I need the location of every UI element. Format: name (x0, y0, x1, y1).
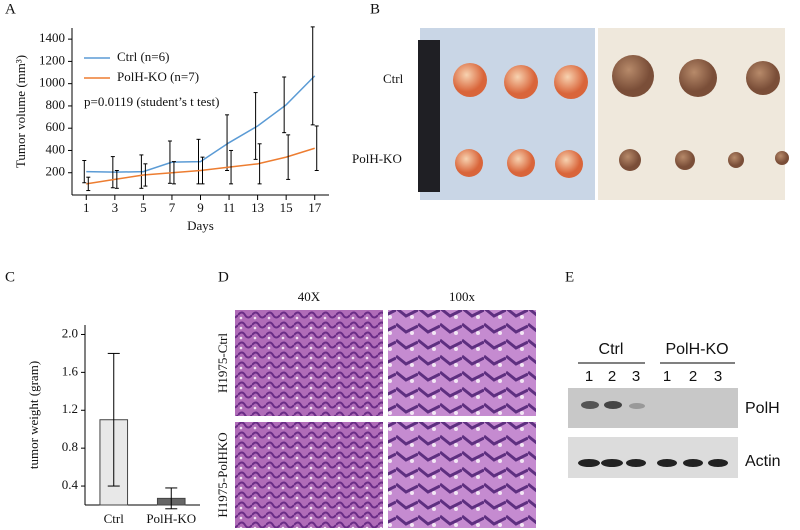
column-label: 40X (298, 289, 321, 304)
series-line (86, 75, 316, 173)
panel-letter: A (5, 1, 16, 17)
annotation: p=0.0119 (student’s t test) (84, 94, 219, 109)
band-label: PolH (745, 400, 780, 417)
tumor (675, 150, 695, 170)
tumor (619, 149, 641, 171)
y-tick-label: 800 (46, 97, 66, 112)
band (657, 459, 677, 467)
x-tick-label: 3 (112, 200, 119, 215)
tumor (554, 65, 588, 99)
micrograph (388, 422, 536, 528)
x-tick-label: PolH-KO (146, 511, 196, 526)
lane-label: 1 (585, 368, 593, 385)
tumor (507, 149, 535, 177)
y-tick-label: 400 (46, 141, 66, 156)
x-axis-label: Days (187, 218, 214, 233)
tumor (612, 55, 654, 97)
tumor (746, 61, 780, 95)
tumor (775, 151, 789, 165)
band (578, 459, 600, 467)
x-tick-label: 17 (308, 200, 322, 215)
row-label: PolH-KO (352, 151, 402, 166)
band (708, 459, 728, 467)
column-label: 100x (449, 289, 476, 304)
x-tick-label: 9 (197, 200, 204, 215)
micrograph (235, 422, 383, 528)
band (626, 459, 646, 467)
tumor (453, 63, 487, 97)
x-tick-label: 15 (280, 200, 293, 215)
panel-letter: C (5, 269, 15, 285)
y-tick-label: 0.4 (62, 477, 79, 492)
tumor (504, 65, 538, 99)
y-tick-label: 2.0 (62, 325, 78, 340)
tumor (679, 59, 717, 97)
row-label: H1975-PolHKO (215, 432, 230, 517)
legend-label: PolH-KO (n=7) (117, 69, 199, 84)
y-tick-label: 1.2 (62, 401, 78, 416)
blot (568, 437, 738, 478)
tumor (555, 150, 583, 178)
micrograph (235, 310, 383, 416)
micrograph (388, 310, 536, 416)
lane-label: 3 (714, 368, 722, 385)
x-tick-label: 13 (251, 200, 264, 215)
lane-label: 2 (608, 368, 616, 385)
y-tick-label: 1.6 (62, 363, 79, 378)
blot (568, 388, 738, 428)
row-label: H1975-Ctrl (215, 333, 230, 393)
y-tick-label: 1000 (39, 75, 65, 90)
x-tick-label: 1 (83, 200, 90, 215)
y-tick-label: 200 (46, 164, 66, 179)
panel-letter: B (370, 1, 380, 17)
ruler (418, 40, 440, 192)
group-label: Ctrl (599, 341, 624, 358)
y-tick-label: 600 (46, 119, 66, 134)
x-tick-label: 11 (223, 200, 236, 215)
panel-letter: D (218, 269, 229, 285)
lane-label: 1 (663, 368, 671, 385)
tumor (728, 152, 744, 168)
y-axis-label: Tumor volume (mm³) (13, 55, 28, 168)
y-axis-label: tumor weight (gram) (26, 361, 41, 469)
band (601, 459, 623, 467)
y-tick-label: 1400 (39, 30, 65, 45)
group-label: PolH-KO (665, 341, 728, 358)
band-label: Actin (745, 453, 781, 470)
x-tick-label: Ctrl (104, 511, 125, 526)
band (629, 403, 645, 409)
row-label: Ctrl (383, 71, 404, 86)
lane-label: 3 (632, 368, 640, 385)
panel-letter: E (565, 269, 574, 285)
tumor (455, 149, 483, 177)
lane-label: 2 (689, 368, 697, 385)
legend-label: Ctrl (n=6) (117, 49, 169, 64)
y-tick-label: 1200 (39, 52, 65, 67)
band (683, 459, 703, 467)
x-tick-label: 5 (140, 200, 147, 215)
band (604, 401, 622, 409)
photo (598, 28, 785, 200)
band (581, 401, 599, 409)
y-tick-label: 0.8 (62, 439, 78, 454)
x-tick-label: 7 (169, 200, 176, 215)
series-line (86, 147, 315, 185)
